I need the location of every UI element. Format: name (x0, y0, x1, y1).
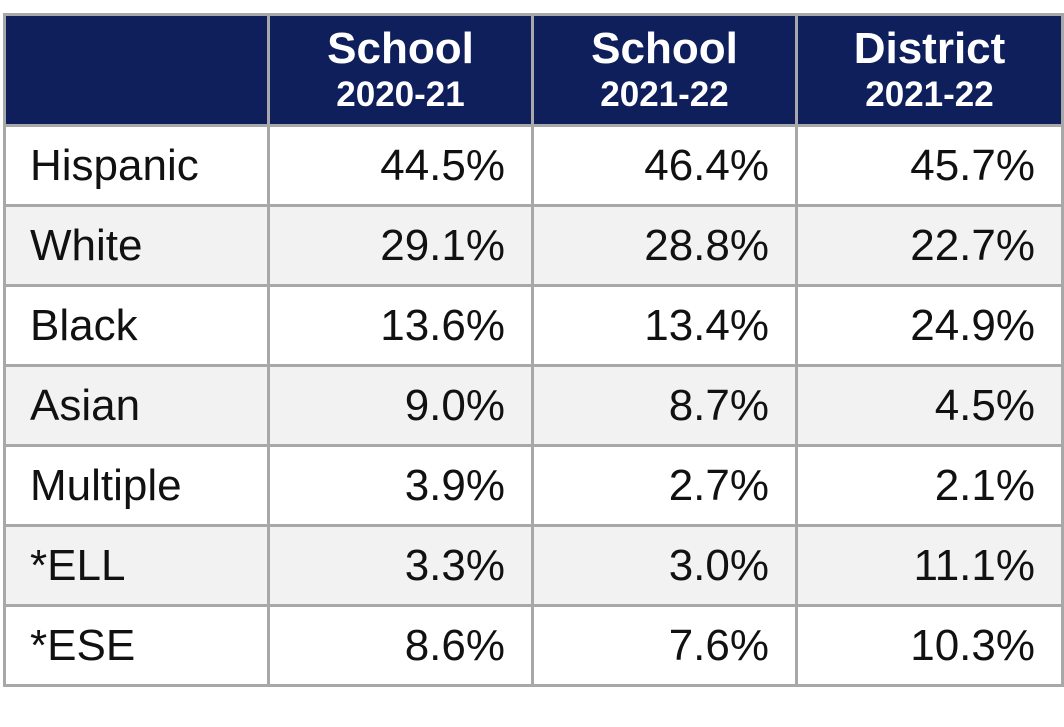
cell-value: 46.4% (531, 124, 798, 207)
cell-value: 10.3% (795, 604, 1064, 687)
cell-value: 3.9% (267, 444, 534, 527)
column-title: School (327, 24, 474, 73)
row-label: Asian (3, 364, 270, 447)
cell-value: 29.1% (267, 204, 534, 287)
table-row: Black 13.6% 13.4% 24.9% (3, 284, 1064, 367)
table-row: Multiple 3.9% 2.7% 2.1% (3, 444, 1064, 527)
row-label: *ESE (3, 604, 270, 687)
cell-value: 24.9% (795, 284, 1064, 367)
cell-value: 45.7% (795, 124, 1064, 207)
cell-value: 8.6% (267, 604, 534, 687)
column-period: 2021-22 (865, 75, 994, 114)
column-header: School 2020-21 (267, 13, 534, 127)
row-label: Black (3, 284, 270, 367)
header-corner (3, 13, 270, 127)
table-row: *ELL 3.3% 3.0% 11.1% (3, 524, 1064, 607)
column-period: 2020-21 (336, 75, 465, 114)
cell-value: 2.7% (531, 444, 798, 527)
header-row: School 2020-21 School 2021-22 District 2021-2… (3, 13, 1064, 127)
row-label: *ELL (3, 524, 270, 607)
table-row: White 29.1% 28.8% 22.7% (3, 204, 1064, 287)
cell-value: 3.3% (267, 524, 534, 607)
cell-value: 44.5% (267, 124, 534, 207)
table-row: Hispanic 44.5% 46.4% 45.7% (3, 124, 1064, 207)
column-header: School 2021-22 (531, 13, 798, 127)
column-title: District (853, 24, 1006, 73)
cell-value: 8.7% (531, 364, 798, 447)
row-label: White (3, 204, 270, 287)
cell-value: 11.1% (795, 524, 1064, 607)
cell-value: 9.0% (267, 364, 534, 447)
row-label: Hispanic (3, 124, 270, 207)
table-row: Asian 9.0% 8.7% 4.5% (3, 364, 1064, 447)
cell-value: 22.7% (795, 204, 1064, 287)
column-title: School (591, 24, 738, 73)
cell-value: 13.6% (267, 284, 534, 367)
cell-value: 3.0% (531, 524, 798, 607)
cell-value: 13.4% (531, 284, 798, 367)
row-label: Multiple (3, 444, 270, 527)
cell-value: 28.8% (531, 204, 798, 287)
cell-value: 4.5% (795, 364, 1064, 447)
cell-value: 2.1% (795, 444, 1064, 527)
table-container: School 2020-21 School 2021-22 District 2021-2… (3, 13, 1064, 687)
table-row: *ESE 8.6% 7.6% 10.3% (3, 604, 1064, 687)
demographics-table: School 2020-21 School 2021-22 District 2021-2… (3, 13, 1064, 687)
column-header: District 2021-22 (795, 13, 1064, 127)
cell-value: 7.6% (531, 604, 798, 687)
column-period: 2021-22 (600, 75, 729, 114)
